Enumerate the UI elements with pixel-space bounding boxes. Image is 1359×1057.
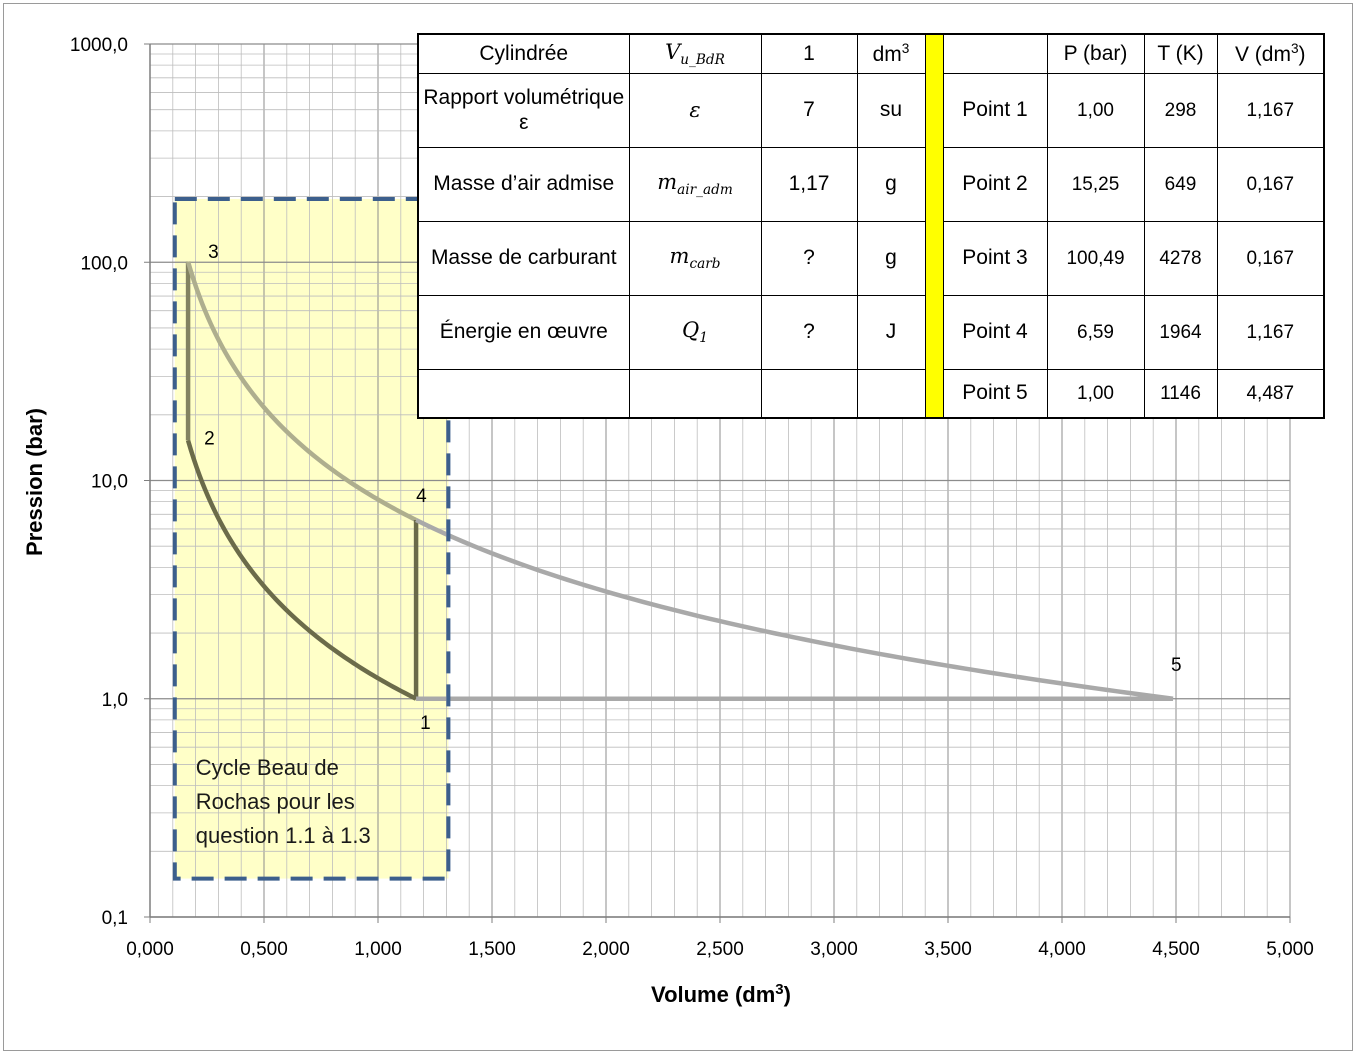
param-symbol: mair_adm (628, 147, 762, 222)
param-value: ? (760, 295, 858, 370)
point-volume: 0,167 (1216, 221, 1325, 296)
point-pressure: 6,59 (1046, 295, 1145, 370)
zone-caption-line: Cycle Beau de (196, 755, 339, 780)
x-tick-label: 1,500 (468, 939, 516, 960)
param-symbol: mcarb (628, 221, 762, 296)
point-temperature: 1146 (1143, 369, 1218, 419)
table-row: Cylindrée Vu_BdR 1 dm3 P (bar) T (K) V (… (417, 33, 1325, 419)
point-label: 5 (1171, 655, 1182, 676)
x-tick-label: 3,500 (924, 939, 972, 960)
cycle-data-table: Cylindrée Vu_BdR 1 dm3 P (bar) T (K) V (… (417, 33, 1325, 419)
point-name: Point 4 (942, 295, 1048, 370)
x-tick-label: 2,500 (696, 939, 744, 960)
param-label: Masse de carburant (417, 221, 630, 296)
x-tick-label: 2,000 (582, 939, 630, 960)
yellow-separator (924, 33, 944, 419)
empty-cell (856, 369, 926, 419)
x-tick-label: 3,000 (810, 939, 858, 960)
param-symbol: Q1 (628, 295, 762, 370)
series-layer (185, 261, 1174, 701)
x-tick-label: 0,000 (126, 939, 174, 960)
point-name: Point 2 (942, 147, 1048, 222)
point-temperature: 649 (1143, 147, 1218, 222)
series-line (415, 518, 1174, 701)
point-volume: 4,487 (1216, 369, 1325, 419)
point-label: 4 (416, 486, 427, 507)
param-label: Rapport volumétrique ε (417, 73, 630, 148)
table-row: Énergie en œuvre Q1 ? J Point 4 6,59 196… (417, 295, 1325, 370)
param-label: Cylindrée (417, 33, 630, 74)
point-temperature: 1964 (1143, 295, 1218, 370)
point-volume: 1,167 (1216, 295, 1325, 370)
point-volume: 0,167 (1216, 147, 1325, 222)
y-tick-label: 10,0 (91, 472, 128, 493)
point-temperature: 298 (1143, 73, 1218, 148)
param-unit: g (856, 147, 926, 222)
y-tick-label: 1000,0 (70, 35, 128, 56)
param-unit: J (856, 295, 926, 370)
y-tick-label: 100,0 (80, 253, 128, 274)
highlight-zone-layer (174, 198, 449, 879)
x-tick-label: 5,000 (1266, 939, 1314, 960)
point-name: Point 5 (942, 369, 1048, 419)
header-temperature: T (K) (1143, 33, 1218, 74)
highlight-zone-border-layer: Cycle Beau de Rochas pour les question 1.1… (172, 196, 451, 881)
param-unit: dm3 (856, 33, 926, 74)
empty-cell (628, 369, 762, 419)
param-label: Énergie en œuvre (417, 295, 630, 370)
param-value: ? (760, 221, 858, 296)
highlight-zone (174, 198, 449, 879)
param-unit: su (856, 73, 926, 148)
header-pressure: P (bar) (1046, 33, 1145, 74)
zone-caption-line: Rochas pour les (196, 789, 355, 814)
header-volume: V (dm3) (1216, 33, 1325, 74)
y-tick-label: 1,0 (102, 690, 128, 711)
points-header-blank (942, 33, 1048, 74)
point-pressure: 100,49 (1046, 221, 1145, 296)
zone-caption-line: question 1.1 à 1.3 (196, 823, 371, 848)
x-tick-label: 4,500 (1152, 939, 1200, 960)
param-value: 7 (760, 73, 858, 148)
point-label: 3 (208, 242, 219, 263)
param-symbol: ε (628, 73, 762, 148)
point-temperature: 4278 (1143, 221, 1218, 296)
point-label: 1 (420, 713, 431, 734)
param-value: 1 (760, 33, 858, 74)
point-pressure: 1,00 (1046, 369, 1145, 419)
point-label-layer: 1 2 3 4 5 (204, 242, 1182, 734)
param-unit: g (856, 221, 926, 296)
table-row: Masse d’air admise mair_adm 1,17 g Point… (417, 147, 1325, 222)
point-pressure: 1,00 (1046, 73, 1145, 148)
point-label: 2 (204, 429, 215, 450)
highlight-zone-border (172, 196, 451, 881)
param-symbol: Vu_BdR (628, 33, 762, 74)
x-tick-label: 0,500 (240, 939, 288, 960)
empty-cell (417, 369, 630, 419)
point-name: Point 1 (942, 73, 1048, 148)
table-row: Masse de carburant mcarb ? g Point 3 100… (417, 221, 1325, 296)
y-tick-label: 0,1 (102, 908, 128, 929)
x-tick-label: 4,000 (1038, 939, 1086, 960)
x-axis-title: Volume (dm3) (651, 981, 791, 1007)
param-label: Masse d’air admise (417, 147, 630, 222)
x-tick-label: 1,000 (354, 939, 402, 960)
y-axis-title: Pression (bar) (22, 408, 47, 556)
series-line (185, 261, 418, 523)
empty-cell (760, 369, 858, 419)
point-name: Point 3 (942, 221, 1048, 296)
table-row: Rapport volumétrique ε ε 7 su Point 1 1,… (417, 73, 1325, 148)
point-volume: 1,167 (1216, 73, 1325, 148)
point-pressure: 15,25 (1046, 147, 1145, 222)
param-value: 1,17 (760, 147, 858, 222)
axis-layer: 0,000 0,500 1,000 1,500 2,000 2,500 3,000 3,500… (70, 35, 1314, 960)
series-line (185, 439, 418, 701)
table-row: Point 5 1,00 1146 4,487 (417, 369, 1325, 419)
